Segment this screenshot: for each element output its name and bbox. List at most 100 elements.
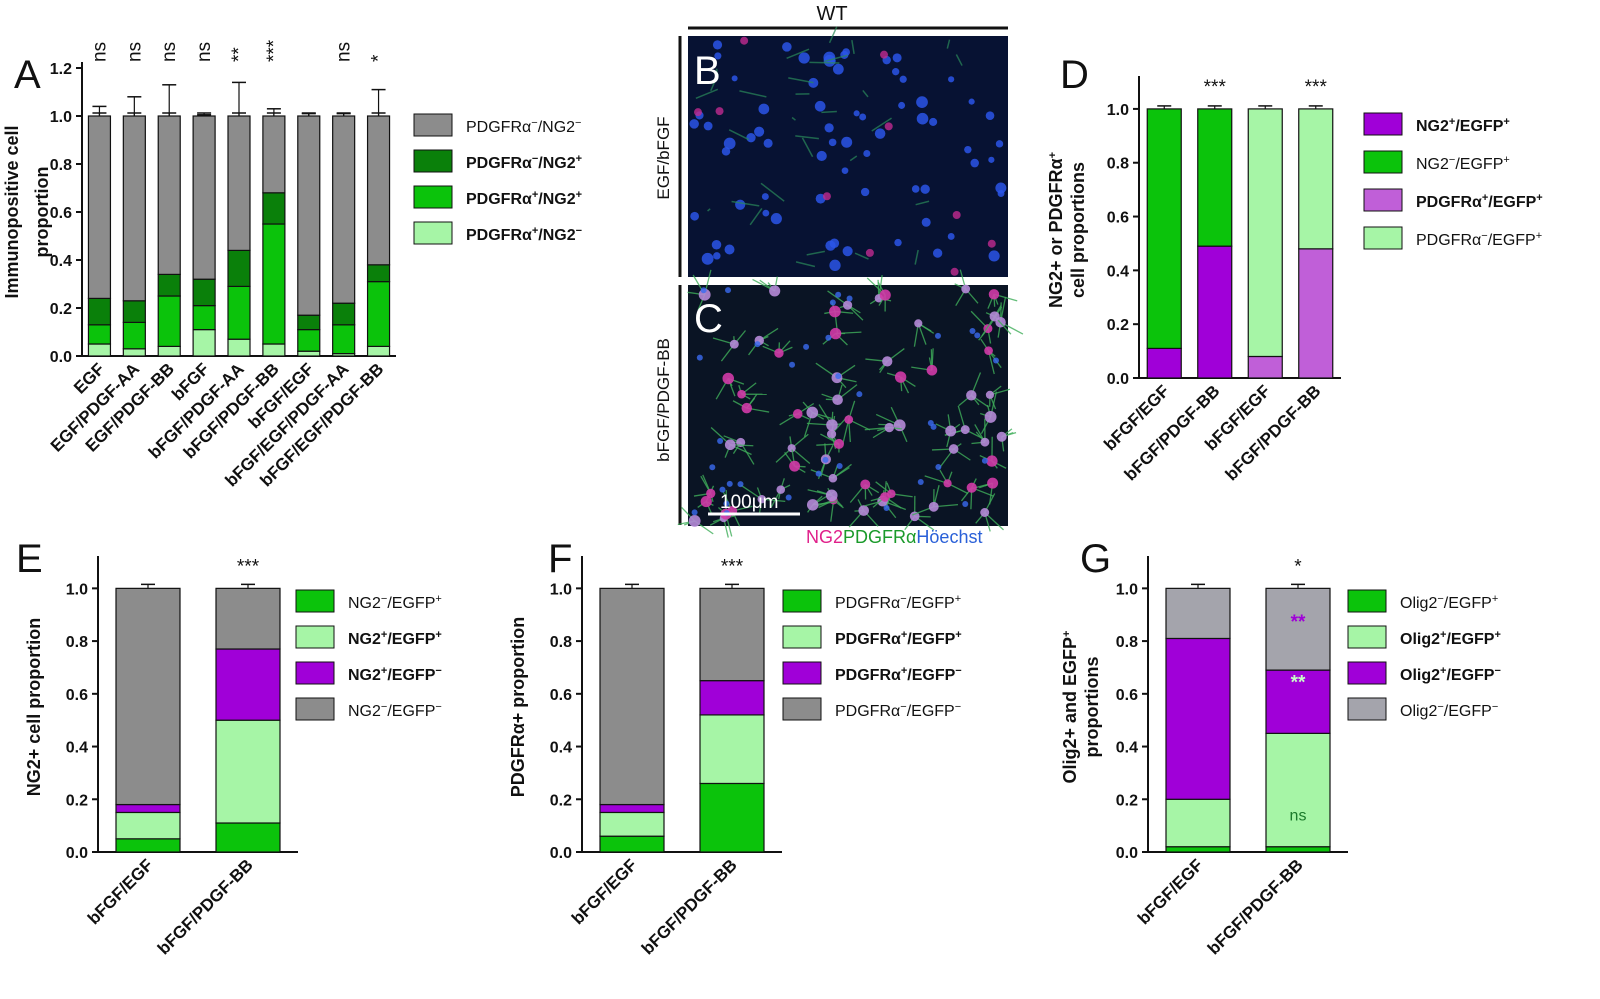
chart-g-inner-sig-purple: **	[1291, 673, 1306, 694]
chart-d-y-tick-label: 0.0	[1107, 371, 1129, 388]
process-line	[760, 182, 785, 202]
chart-f-significance: ***	[721, 556, 744, 577]
cell-body	[988, 289, 1000, 300]
panel-label-b: B	[694, 49, 721, 93]
nucleus-dot	[828, 138, 837, 147]
nucleus-dot	[803, 343, 810, 350]
chart-a-bar-segment	[332, 324, 356, 355]
cell-body	[769, 285, 781, 297]
process-line	[821, 110, 837, 114]
chart-a-significance: *	[369, 54, 390, 62]
chart-g-y-axis-label: Olig2+ and EGFP+	[1060, 631, 1080, 784]
chart-a-significance: ***	[264, 39, 285, 62]
chart-a-bar-segment	[192, 329, 216, 357]
nucleus-dot	[892, 53, 902, 63]
nucleus-dot	[899, 75, 907, 83]
chart-a-bar-segment	[227, 338, 251, 357]
cell-body	[980, 508, 990, 517]
process-line	[749, 208, 763, 226]
ng2-cell	[880, 50, 889, 59]
panel-label-f: F	[548, 537, 572, 581]
cell-body	[828, 473, 838, 483]
cell-body	[724, 439, 736, 451]
process-line	[731, 200, 760, 207]
ng2-cell	[952, 210, 961, 219]
chart-g-legend-label: Olig2−/EGFP+	[1400, 593, 1498, 612]
chart-a-bar-segment	[332, 115, 356, 304]
process-line	[791, 116, 796, 121]
ng2-cell	[740, 36, 749, 45]
scale-bar-label: 100μm	[720, 492, 778, 513]
cell-body	[893, 419, 906, 432]
process-line	[854, 252, 869, 260]
chart-d-significance: ***	[1305, 77, 1328, 98]
nucleus-dot	[859, 113, 867, 121]
chart-f-y-tick-label: 0.6	[550, 687, 572, 704]
nucleus-dot	[713, 252, 721, 260]
cell-body	[985, 390, 994, 399]
chart-a-legend-label: PDGFRα−/NG2−	[466, 117, 581, 136]
chart-a-legend-label: PDGFRα+/NG2−	[466, 225, 582, 244]
nucleus-dot	[735, 199, 746, 210]
chart-f-bar-segment	[599, 835, 665, 853]
cell-body	[787, 444, 796, 453]
chart-d-category-label: bFGF/PDGF-BB	[1222, 381, 1325, 484]
chart-a-bar-segment	[192, 115, 216, 280]
nucleus-dot	[696, 354, 703, 361]
nucleus-dot	[995, 182, 1007, 194]
chart-f-legend-label: PDGFRα+/EGFP−	[835, 665, 962, 684]
nucleus-dot	[829, 299, 836, 306]
process-line	[710, 73, 719, 92]
nucleus-dot	[726, 480, 733, 487]
chart-e-bar-segment	[115, 838, 181, 853]
cell-body	[806, 499, 819, 511]
channel-hoechst: Höechst	[916, 527, 982, 547]
chart-e-bar-segment	[115, 811, 181, 840]
nucleus-dot	[761, 193, 769, 201]
nucleus-dot	[863, 150, 871, 158]
chart-a-bar-segment	[227, 249, 251, 287]
nucleus-dot	[701, 252, 714, 265]
chart-e-y-tick-label: 0.6	[66, 687, 88, 704]
nucleus-dot	[853, 110, 860, 117]
process-line	[955, 54, 963, 66]
chart-g-significance: *	[1294, 556, 1302, 577]
cell-body	[806, 406, 819, 419]
chart-a-y-tick-label: 0.2	[50, 301, 72, 318]
chart-f-legend-label: PDGFRα−/EGFP−	[835, 701, 961, 720]
chart-a-legend-label: PDGFRα+/NG2+	[466, 189, 582, 208]
nucleus-dot	[933, 248, 943, 258]
chart-f-y-tick-label: 0.8	[550, 634, 572, 651]
process-line	[849, 155, 858, 162]
chart-a-bar-segment	[297, 329, 321, 352]
chart-a-bar-segment	[157, 273, 181, 297]
chart-g-y-tick-label: 0.4	[1116, 740, 1138, 757]
chart-g-legend-swatch	[1347, 697, 1387, 721]
nucleus-dot	[930, 423, 937, 430]
chart-f-y-tick-label: 0.4	[550, 740, 572, 757]
chart-a-y-tick-label: 0.8	[50, 157, 72, 174]
process-line	[862, 89, 869, 98]
chart-a-bar-segment	[262, 115, 286, 194]
chart-d-y-axis-label: NG2+ or PDGFRα+	[1046, 152, 1066, 308]
cell-body	[737, 389, 746, 399]
chart-a-significance: **	[229, 47, 250, 62]
chart-a-bar-segment	[366, 345, 391, 357]
chart-e-legend-label: NG2−/EGFP+	[348, 593, 442, 612]
nucleus-dot	[935, 463, 942, 470]
chart-a-y-tick-label: 0.6	[50, 205, 72, 222]
process-line	[946, 39, 951, 49]
chart-f-legend-label: PDGFRα−/EGFP+	[835, 593, 961, 612]
nucleus-dot	[712, 40, 723, 50]
chart-g: 0.0 0.2 0.4 0.6 0.8 1.0 bFGF/EGF * bFGF/PDGF-BB O…	[1060, 556, 1501, 958]
chart-d-y-tick-label: 1.0	[1107, 102, 1129, 119]
chart-a-bar-segment	[366, 281, 391, 348]
chart-a-significance: ns	[89, 42, 110, 62]
chart-a-bar-segment	[122, 115, 146, 302]
chart-d-legend-label: NG2−/EGFP+	[1416, 154, 1510, 173]
cell-body	[996, 431, 1007, 442]
chart-g-bar-segment	[1265, 732, 1331, 848]
chart-e-category-label: bFGF/EGF	[84, 855, 157, 928]
chart-e-bar-segment	[215, 719, 281, 824]
nucleus-dot	[835, 373, 842, 380]
